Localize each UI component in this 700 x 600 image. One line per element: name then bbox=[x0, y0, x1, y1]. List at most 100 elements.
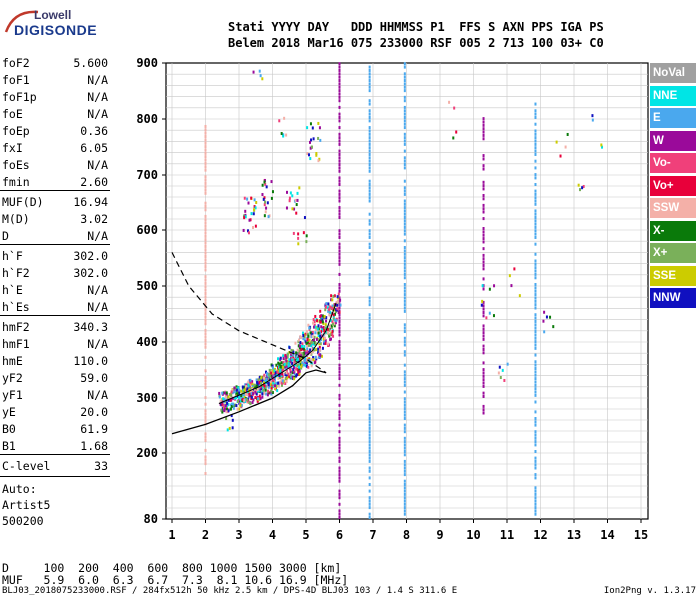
echo-mark bbox=[278, 375, 281, 379]
param-name: h`E bbox=[2, 283, 23, 297]
echo-mark bbox=[302, 352, 305, 356]
streak-mark bbox=[338, 272, 341, 276]
streak-mark bbox=[534, 149, 537, 153]
echo-mark bbox=[301, 331, 304, 335]
echo-mark bbox=[251, 400, 254, 404]
echo-mark bbox=[301, 361, 304, 365]
echo-mark bbox=[320, 354, 323, 358]
echo-mark bbox=[317, 159, 320, 163]
echo-mark bbox=[233, 403, 236, 407]
streak-mark bbox=[482, 210, 485, 214]
streak-mark bbox=[368, 169, 371, 173]
echo-mark bbox=[246, 385, 249, 389]
echo-mark bbox=[255, 378, 258, 382]
streak-mark bbox=[482, 253, 485, 257]
echo-mark bbox=[305, 361, 308, 365]
echo-mark bbox=[292, 362, 295, 366]
streak-mark bbox=[482, 263, 485, 267]
echo-mark bbox=[298, 346, 301, 350]
streak-mark bbox=[368, 279, 371, 283]
streak-mark bbox=[368, 219, 371, 223]
echo-mark bbox=[324, 339, 327, 343]
streak-mark bbox=[368, 506, 371, 510]
echo-mark bbox=[288, 359, 291, 363]
streak-mark bbox=[482, 371, 485, 375]
echo-mark bbox=[261, 395, 264, 399]
echo-mark bbox=[307, 334, 310, 338]
streak-mark bbox=[534, 492, 537, 496]
echo-mark bbox=[240, 393, 243, 397]
x-tick-label: 8 bbox=[403, 528, 410, 542]
streak-mark bbox=[204, 295, 207, 299]
streak-mark bbox=[534, 199, 537, 203]
echo-mark bbox=[225, 393, 228, 397]
echo-mark bbox=[321, 328, 324, 332]
streak-mark bbox=[368, 383, 371, 387]
echo-mark bbox=[247, 380, 250, 384]
streak-mark bbox=[482, 120, 485, 124]
echo-mark bbox=[501, 368, 504, 372]
streak-mark bbox=[534, 262, 537, 266]
streak-mark bbox=[368, 476, 371, 480]
streak-mark bbox=[534, 433, 537, 437]
streak-mark bbox=[368, 456, 371, 460]
echo-mark bbox=[591, 114, 594, 118]
echo-mark bbox=[317, 347, 320, 351]
echo-mark bbox=[311, 358, 314, 362]
param-value: 16.94 bbox=[73, 195, 108, 209]
legend-item-vo-: Vo+ bbox=[650, 175, 696, 196]
echo-mark bbox=[267, 215, 270, 219]
echo-mark bbox=[285, 206, 288, 210]
param-value: 33 bbox=[94, 459, 108, 473]
streak-mark bbox=[204, 218, 207, 222]
streak-mark bbox=[534, 509, 537, 513]
streak-mark bbox=[403, 119, 406, 123]
streak-mark bbox=[338, 306, 341, 310]
streak-mark bbox=[403, 469, 406, 473]
echo-mark bbox=[297, 370, 300, 374]
streak-mark bbox=[368, 502, 371, 506]
echo-mark bbox=[555, 140, 558, 144]
param-name: yF2 bbox=[2, 371, 23, 385]
streak-mark bbox=[338, 262, 341, 266]
echo-mark bbox=[263, 214, 266, 218]
echo-mark bbox=[319, 342, 322, 346]
echo-mark bbox=[260, 390, 263, 394]
streak-mark bbox=[204, 208, 207, 212]
streak-mark bbox=[403, 269, 406, 273]
streak-mark bbox=[403, 206, 406, 210]
streak-mark bbox=[482, 187, 485, 191]
echo-mark bbox=[277, 365, 280, 369]
x-tick-label: 3 bbox=[235, 528, 242, 542]
streak-mark bbox=[534, 496, 537, 500]
echo-mark bbox=[256, 383, 259, 387]
param-separator bbox=[0, 244, 110, 245]
streak-mark bbox=[204, 261, 207, 265]
streak-mark bbox=[534, 476, 537, 480]
echo-mark bbox=[256, 399, 259, 403]
param-name: h`Es bbox=[2, 300, 30, 314]
streak-mark bbox=[534, 340, 537, 344]
streak-mark bbox=[534, 400, 537, 404]
echo-mark bbox=[283, 354, 286, 358]
echo-mark bbox=[315, 153, 318, 157]
echo-mark bbox=[236, 407, 239, 411]
streak-mark bbox=[403, 377, 406, 381]
echo-mark bbox=[265, 377, 268, 381]
streak-mark bbox=[368, 166, 371, 170]
echo-mark bbox=[332, 316, 335, 320]
streak-mark bbox=[403, 95, 406, 99]
echo-mark bbox=[298, 357, 301, 361]
streak-mark bbox=[403, 65, 406, 69]
echo-mark bbox=[327, 307, 330, 311]
param-name: M(D) bbox=[2, 212, 30, 226]
echo-mark bbox=[331, 322, 334, 326]
echo-mark bbox=[298, 372, 301, 376]
echo-mark bbox=[220, 403, 223, 407]
streak-mark bbox=[482, 331, 485, 335]
echo-mark bbox=[242, 385, 245, 389]
echo-mark bbox=[284, 358, 287, 362]
x-tick-label: 13 bbox=[567, 528, 581, 542]
streak-mark bbox=[368, 512, 371, 516]
